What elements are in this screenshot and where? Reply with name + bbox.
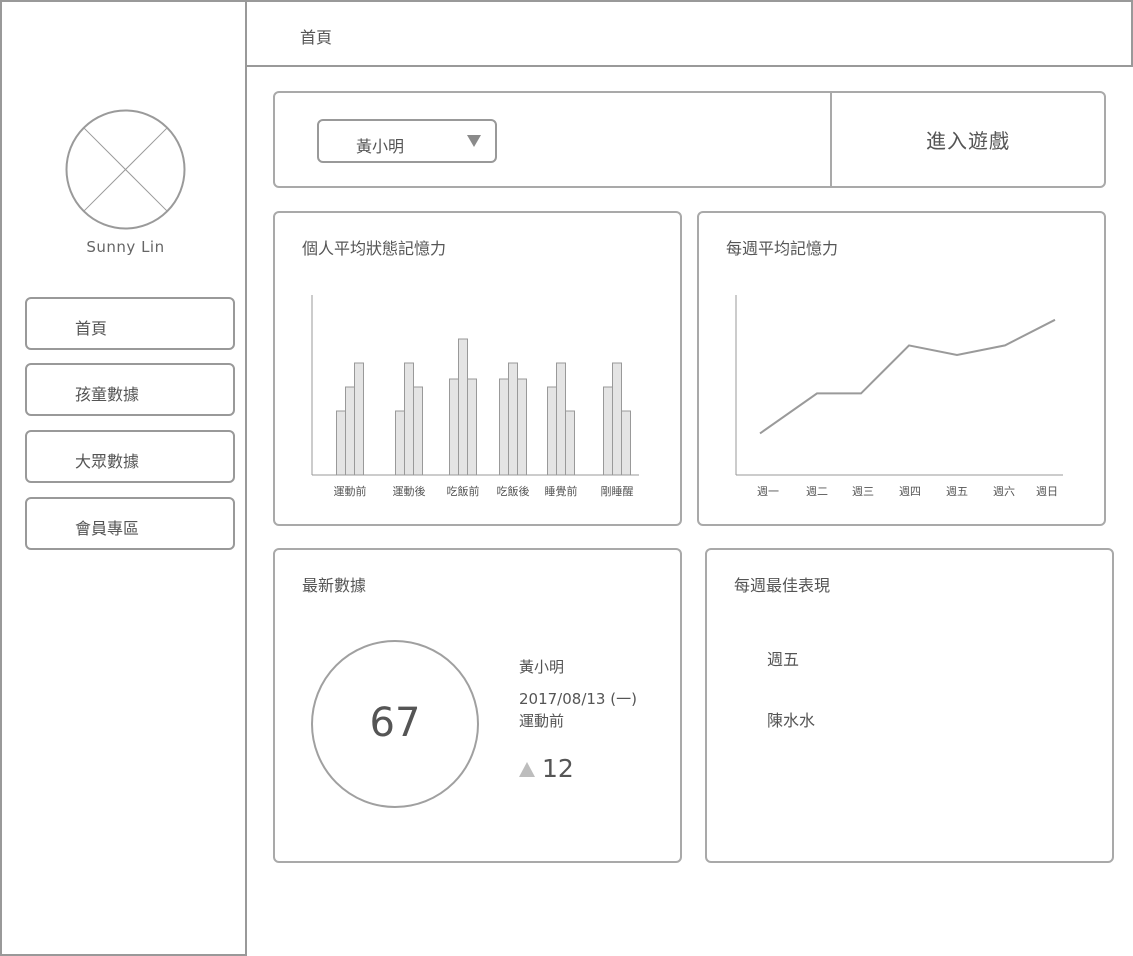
bar: [565, 410, 575, 476]
chart-title: 個人平均狀態記憶力: [302, 239, 447, 258]
card-title: 最新數據: [302, 576, 367, 595]
bar: [354, 362, 364, 476]
personal-memory-card: 個人平均狀態記憶力 運動前 運動後 吃飯前 吃飯後 睡覺前 剛睡醒: [273, 211, 682, 526]
x-tick-label: 運動前: [334, 484, 367, 498]
latest-data-card: 最新數據 67 黃小明 2017/08/13 (一) 運動前 12: [273, 548, 682, 863]
bar: [499, 378, 509, 476]
child-select-value: 黃小明: [356, 137, 405, 156]
username: Sunny Lin: [86, 238, 165, 256]
x-tick-label: 週一: [757, 485, 779, 498]
x-tick-label: 吃飯前: [447, 484, 480, 498]
weekly-memory-line-chart: 週一 週二 週三 週四 週五 週六 週日: [735, 295, 1063, 498]
bar: [603, 386, 613, 476]
bar: [458, 338, 468, 476]
x-tick-label: 吃飯後: [497, 484, 530, 498]
score-delta: 12: [542, 754, 574, 783]
x-tick-label: 週三: [852, 485, 874, 498]
sidebar-item-member-area[interactable]: 會員專區: [25, 497, 235, 550]
x-tick-label: 週日: [1036, 485, 1058, 498]
child-select[interactable]: 黃小明: [317, 119, 497, 163]
bar: [449, 378, 459, 476]
sidebar-item-public-data[interactable]: 大眾數據: [25, 430, 235, 483]
latest-child-name: 黃小明: [519, 658, 565, 676]
avatar-placeholder-icon: [65, 109, 186, 230]
bar: [404, 362, 414, 476]
sidebar-item-label: 大眾數據: [75, 452, 140, 471]
triangle-up-icon: [519, 762, 535, 777]
x-tick-label: 週四: [899, 485, 921, 498]
bar: [556, 362, 566, 476]
best-day: 週五: [767, 650, 800, 669]
sidebar-item-label: 孩童數據: [75, 385, 140, 404]
x-tick-label: 週五: [946, 485, 968, 498]
bar: [413, 386, 423, 476]
top-bar: 首頁: [245, 0, 1133, 67]
bar: [395, 410, 405, 476]
score-circle: 67: [311, 640, 479, 808]
x-tick-label: 週六: [993, 485, 1015, 498]
caret-down-icon: [467, 135, 481, 147]
enter-game-button[interactable]: 進入遊戲: [832, 93, 1104, 186]
score-value: 67: [369, 700, 421, 746]
bar: [612, 362, 622, 476]
divider: [830, 93, 832, 186]
bar: [621, 410, 631, 476]
chart-title: 每週平均記憶力: [726, 239, 839, 258]
sidebar-item-label: 會員專區: [75, 519, 140, 538]
enter-game-label: 進入遊戲: [926, 129, 1010, 153]
bar: [508, 362, 518, 476]
personal-memory-bar-chart: 運動前 運動後 吃飯前 吃飯後 睡覺前 剛睡醒: [311, 295, 639, 498]
sidebar-item-label: 首頁: [75, 319, 108, 338]
x-tick-label: 週二: [806, 485, 828, 498]
best-name: 陳水水: [767, 711, 816, 730]
sidebar-item-child-data[interactable]: 孩童數據: [25, 363, 235, 416]
weekly-best-card: 每週最佳表現 週五 陳水水: [705, 548, 1114, 863]
series-line: [759, 318, 1056, 435]
bar: [517, 378, 527, 476]
selector-card: 黃小明 進入遊戲: [273, 91, 1106, 188]
weekly-memory-card: 每週平均記憶力 週一 週二 週三 週四 週五 週六 週日: [697, 211, 1106, 526]
bar: [336, 410, 346, 476]
latest-condition: 運動前: [519, 712, 565, 730]
latest-date: 2017/08/13 (一): [519, 690, 637, 708]
bar: [467, 378, 477, 476]
breadcrumb[interactable]: 首頁: [300, 28, 333, 47]
sidebar: Sunny Lin 首頁 孩童數據 大眾數據 會員專區: [0, 0, 247, 956]
bar: [547, 386, 557, 476]
sidebar-item-home[interactable]: 首頁: [25, 297, 235, 350]
card-title: 每週最佳表現: [734, 576, 831, 595]
x-tick-label: 睡覺前: [545, 484, 578, 498]
x-tick-label: 剛睡醒: [601, 485, 634, 498]
bar: [345, 386, 355, 476]
x-tick-label: 運動後: [393, 484, 426, 498]
